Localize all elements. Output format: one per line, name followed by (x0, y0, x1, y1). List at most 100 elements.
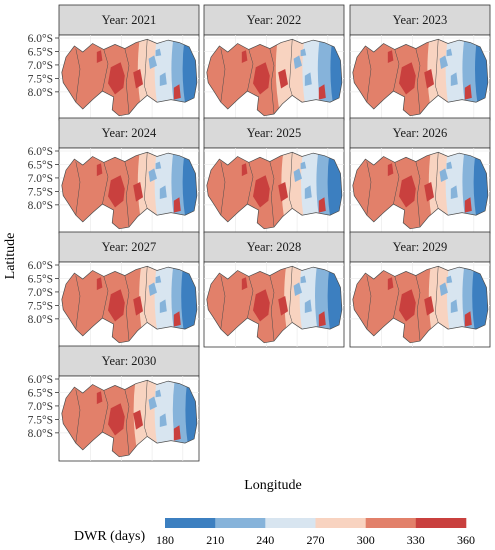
legend-swatch (365, 518, 417, 528)
mesoregion-border (269, 161, 275, 228)
mesoregion-border (75, 48, 81, 103)
state-outline (206, 265, 343, 344)
region-210-240 (159, 185, 167, 199)
panel-year-2023: Year: 2023 (349, 4, 491, 121)
mesoregion-border (269, 275, 275, 342)
y-tick-label: 7.5°S (28, 300, 53, 312)
region-330-360 (108, 289, 125, 322)
mesoregion-border (415, 161, 421, 228)
region-330-360 (399, 289, 416, 322)
region-210-240 (300, 48, 307, 57)
panel-strip (58, 345, 200, 377)
region-330-360 (173, 197, 181, 213)
mesoregion-border (247, 276, 254, 319)
region-330-360 (133, 410, 143, 430)
region-210-240 (450, 299, 458, 313)
mesoregion-border (220, 48, 226, 103)
region-210-240 (300, 161, 307, 170)
mesoregion-border (124, 389, 130, 456)
region-330-360 (253, 62, 270, 95)
panel-year-2024: Year: 2024 (58, 117, 200, 234)
panel-strip (349, 231, 491, 263)
y-tick-label: 6.5°S (28, 273, 53, 285)
region-330-360 (108, 403, 125, 436)
region-330-360 (108, 62, 125, 95)
region-210-240 (439, 55, 448, 69)
mesoregion-border (366, 275, 372, 330)
region-210-240 (155, 161, 162, 170)
y-axis-title: Latitude (3, 233, 18, 280)
region-210-240 (446, 48, 453, 57)
region-210-240 (159, 72, 167, 86)
mesoregion-border (435, 266, 439, 323)
mesoregion-border (102, 390, 109, 433)
state-outline (206, 38, 343, 117)
y-tick-label: 7.0°S (28, 287, 53, 299)
region-210-240 (148, 168, 157, 182)
legend-colorbar (165, 518, 467, 528)
region-330-360 (96, 277, 103, 291)
y-tick-label: 6.0°S (28, 260, 53, 272)
region-330-360 (241, 277, 248, 291)
panel-layer: Year: 2021 Year: 2022 Year: 2023 Year: 2024… (58, 4, 491, 462)
region-330-360 (278, 182, 288, 202)
region-210-240 (304, 72, 312, 86)
mesoregion-border (102, 49, 109, 92)
panel-strip (349, 4, 491, 36)
mesoregion-border (269, 48, 275, 115)
region-330-360 (253, 175, 270, 208)
state-outline (206, 151, 343, 230)
region-210-240 (159, 413, 167, 427)
y-tick-label: 7.5°S (28, 186, 53, 198)
state-outline (61, 265, 198, 344)
x-axis-title: Longitude (244, 478, 302, 493)
mesoregion-border (75, 161, 81, 216)
panel-year-2028: Year: 2028 (203, 231, 345, 348)
region-330-360 (399, 62, 416, 95)
state-outline (61, 38, 198, 117)
region-210-240 (450, 185, 458, 199)
region-330-360 (173, 425, 181, 441)
y-tick-label: 7.5°S (28, 414, 53, 426)
region-330-360 (96, 50, 103, 63)
region-210-240 (159, 299, 167, 313)
legend: DWR (days) 180 210 240 270 300 330 360 (74, 518, 475, 547)
panel-strip (58, 117, 200, 149)
legend-swatch (415, 518, 467, 528)
region-330-360 (133, 296, 143, 316)
mesoregion-border (247, 49, 254, 92)
mesoregion-border (220, 275, 226, 330)
y-tick-label: 8.0°S (28, 87, 53, 99)
legend-swatch (265, 518, 316, 528)
panel-year-2021: Year: 2021 (58, 4, 200, 121)
mesoregion-border (102, 276, 109, 319)
legend-break-label: 270 (307, 533, 325, 547)
mesoregion-border (366, 161, 372, 216)
panel-strip (203, 231, 345, 263)
y-tick-label: 6.0°S (28, 374, 53, 386)
region-210-240 (446, 275, 453, 284)
region-330-360 (399, 175, 416, 208)
mesoregion-border (435, 152, 439, 209)
mesoregion-border (289, 266, 293, 323)
legend-break-label: 210 (206, 533, 224, 547)
region-330-360 (464, 84, 472, 100)
region-210-240 (148, 396, 157, 410)
region-210-240 (148, 282, 157, 296)
region-210-240 (148, 55, 157, 69)
y-tick-label: 8.0°S (28, 428, 53, 440)
state-outline (61, 379, 198, 458)
mesoregion-border (289, 152, 293, 209)
panel-year-2030: Year: 2030 (58, 345, 200, 462)
y-tick-label: 7.0°S (28, 173, 53, 185)
panel-strip (203, 117, 345, 149)
mesoregion-border (124, 275, 130, 342)
panel-strip (58, 231, 200, 263)
legend-swatch (165, 518, 216, 528)
region-330-360 (424, 69, 434, 89)
region-330-360 (318, 197, 326, 213)
panel-strip-label: Year: 2025 (247, 126, 302, 140)
y-tick-label: 6.5°S (28, 387, 53, 399)
panel-strip-label: Year: 2030 (102, 354, 157, 368)
